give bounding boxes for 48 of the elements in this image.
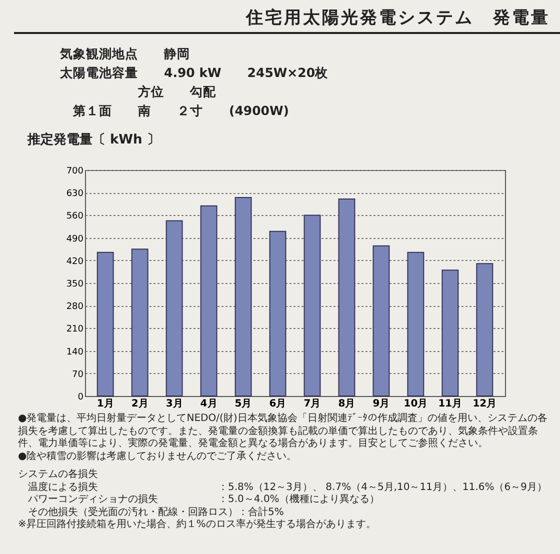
text: 方位 勾配	[136, 83, 217, 101]
text: 太陽電池容量 4.90 kW 245W×20枚	[60, 64, 330, 82]
x-tick-label: 12月	[472, 398, 497, 410]
y-tick-label: 420	[66, 256, 84, 267]
y-tick-label: 350	[66, 280, 84, 290]
y-tick-label: 490	[66, 234, 84, 244]
chart-title: 住宅用太陽光発電システム 発電量	[14, 0, 560, 34]
bar	[131, 248, 148, 396]
y-tick-label: 140	[66, 347, 84, 358]
x-tick-label: 11月	[438, 398, 462, 410]
x-tick-label: 1月	[96, 398, 114, 410]
x-tick-label: 5月	[234, 398, 252, 410]
text: ●発電量は、平均日射量データとしてNEDO/(財)日本気象協会「日射関連ﾃﾞｰﾀの作成調査」の値を用い、システムの各損失を考慮して算出したものです。また、発電量の金額換算も記載の単価で算出したものであり、気象条件や設置条件、電力単価等により、実際の発電量、発電金額と異なる場合があります。目安としてご参照ください。	[18, 413, 548, 450]
bar	[269, 230, 286, 396]
x-tick-label: 9月	[372, 398, 390, 410]
y-tick-label: 0	[78, 392, 84, 402]
bar	[166, 220, 183, 396]
y-axis-title: 推定発電量〔 kWh 〕	[26, 132, 160, 148]
y-tick-label: 630	[66, 189, 84, 200]
x-tick-label: 6月	[269, 398, 286, 410]
bar	[442, 270, 459, 396]
x-tick-label: 7月	[304, 398, 321, 410]
y-tick-label: 280	[66, 302, 84, 312]
y-tick-label: 560	[66, 212, 84, 222]
text: 温度による損失 ：5.8%（12～3月）、 8.7%（4～5月,10～11月）、11.6%（6～9月）	[27, 482, 548, 494]
y-tick-label: 70	[72, 370, 84, 380]
y-tick-label: 700	[66, 166, 84, 176]
bar	[96, 252, 114, 396]
text: 気象観測地点 静岡	[60, 45, 191, 63]
text: その他損失（受光面の汚れ・配線・回路ロス）：合計5%	[27, 506, 285, 518]
bar	[407, 252, 424, 396]
bar	[338, 198, 356, 396]
y-tick-label: 210	[66, 324, 84, 335]
bar	[304, 214, 321, 396]
x-tick-label: 8月	[338, 398, 356, 410]
text: システムの各損失	[18, 469, 99, 482]
text: ●陰や積雪の影響は考慮しておりませんのでご了承ください。	[18, 450, 298, 463]
text: パワーコンディショナの損失 ：5.0～4.0%（機種により異なる）	[27, 494, 380, 506]
x-tick-label: 3月	[166, 398, 183, 410]
text: ※昇圧回路付接続箱を用いた場合、約１%のロス率が発生する場合があります。	[18, 519, 377, 532]
bar	[200, 205, 218, 396]
bar	[476, 263, 494, 396]
x-tick-label: 10月	[404, 398, 428, 410]
x-tick-label: 2月	[131, 398, 148, 410]
bar	[234, 196, 252, 396]
bar	[372, 245, 390, 396]
text: 第１面 南 ２寸 (4900W)	[72, 102, 290, 120]
x-tick-label: 4月	[200, 398, 218, 410]
